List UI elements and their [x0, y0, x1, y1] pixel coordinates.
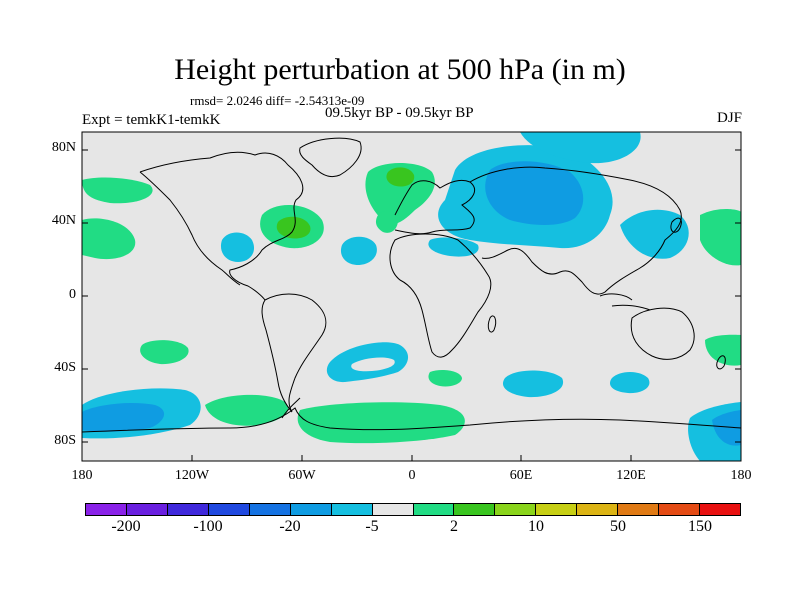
- colorbar-box: [167, 504, 209, 515]
- colorbar-label: 50: [610, 518, 626, 535]
- experiment-label: Expt = temkK1-temkK: [82, 112, 221, 128]
- coastline-africa: [389, 233, 492, 358]
- axis-ticks: [81, 149, 742, 461]
- region-green-namerica-core: [276, 216, 311, 239]
- colorbar-box: [290, 504, 332, 515]
- lon-tick-label: 0: [408, 468, 416, 483]
- coastline-indonesia: [599, 293, 651, 311]
- colorbar-box: [413, 504, 455, 515]
- coastline-antarctic-peninsula: [281, 397, 301, 419]
- colorbar: [85, 503, 741, 516]
- lat-tick-label: 80S: [54, 433, 76, 448]
- region-blue-eurasia-core: [485, 161, 584, 225]
- colorbar-label: 10: [528, 518, 544, 535]
- lon-tick-label: 120W: [174, 468, 210, 483]
- lat-tick-label: 40S: [54, 360, 76, 375]
- region-blue-arctic: [520, 132, 641, 164]
- region-blue-southindian: [502, 370, 564, 398]
- region-blue-namerica: [220, 232, 255, 262]
- colorbar-box: [618, 504, 660, 515]
- lat-tick-label: 0: [69, 287, 76, 302]
- colorbar-box: [700, 504, 740, 515]
- colorbar-box: [372, 504, 414, 515]
- season-label: DJF: [716, 110, 742, 126]
- region-green-southpacific: [140, 340, 189, 365]
- perturbation-regions: [82, 132, 741, 461]
- region-green-southpacific-mid: [205, 394, 289, 426]
- period-subtitle: 09.5kyr BP - 09.5kyr BP: [325, 105, 474, 121]
- colorbar-box: [495, 504, 537, 515]
- lon-tick-label: 180: [730, 468, 752, 483]
- colorbar-label: -100: [193, 518, 223, 535]
- colorbar-box: [249, 504, 291, 515]
- region-green-antarctic: [297, 402, 465, 444]
- rmsd-diff-line: rmsd= 2.0246 diff= -2.54313e-09: [190, 93, 365, 108]
- region-green-northpacific: [82, 177, 153, 204]
- colorbar-box: [536, 504, 578, 515]
- coastline-madagascar: [487, 315, 497, 333]
- coastline-greenland: [299, 137, 362, 178]
- colorbar-box: [577, 504, 619, 515]
- colorbar-box: [126, 504, 168, 515]
- lon-tick-label: 120E: [616, 468, 646, 483]
- coastline-asia: [469, 166, 682, 295]
- coastline-australia: [630, 307, 695, 360]
- lat-tick-label: 80N: [51, 140, 76, 155]
- coastlines: [82, 137, 741, 433]
- region-green-southeast: [705, 334, 741, 366]
- region-blue-southindian-east: [609, 372, 650, 394]
- coastline-new-zealand: [716, 355, 726, 370]
- coastline-south-america: [261, 293, 327, 413]
- region-blue-med: [428, 237, 479, 257]
- colorbar-label: -20: [279, 518, 301, 535]
- region-green-eastpacific: [700, 208, 741, 266]
- colorbar-label: 2: [450, 518, 458, 535]
- lat-tick-label: 40N: [51, 213, 76, 228]
- region-green-southindian: [428, 370, 462, 387]
- region-green-iberia: [375, 210, 398, 233]
- colorbar-box: [208, 504, 250, 515]
- colorbar-label: -5: [365, 518, 379, 535]
- coastline-north-america-west: [139, 171, 241, 286]
- colorbar-label: 150: [688, 518, 712, 535]
- lon-tick-label: 60E: [509, 468, 533, 483]
- colorbar-label: -200: [111, 518, 141, 535]
- lon-tick-label: 180: [71, 468, 93, 483]
- coastline-north-america: [139, 151, 304, 301]
- region-green-northatlantic: [365, 163, 435, 225]
- region-neutral-southatlantic-hole: [351, 357, 395, 372]
- colorbar-box: [454, 504, 496, 515]
- colorbar-box: [86, 504, 127, 515]
- map-title: Height perturbation at 500 hPa (in m): [174, 53, 626, 86]
- colorbar-box: [659, 504, 701, 515]
- colorbar-box: [331, 504, 373, 515]
- region-green-northatlantic-core: [386, 167, 415, 187]
- lon-tick-label: 60W: [288, 468, 316, 483]
- region-blue-southpacific-west-core: [82, 402, 165, 432]
- coastline-europe: [394, 179, 475, 235]
- region-green-westpacific: [82, 218, 136, 260]
- region-blue-atlantic: [340, 236, 377, 265]
- coastline-antarctica: [82, 407, 741, 433]
- region-blue-southeast-antarctic-core: [712, 410, 741, 446]
- coastline-japan: [670, 217, 682, 233]
